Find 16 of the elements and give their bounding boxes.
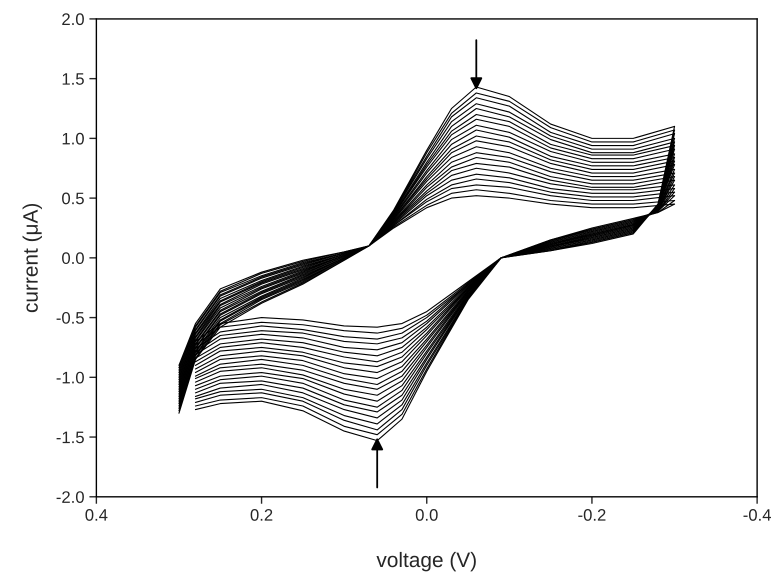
x-axis-title: voltage (V) [376, 552, 476, 572]
y-tick-label: 1.0 [62, 132, 84, 145]
x-tick-label: 0.2 [250, 509, 272, 521]
x-tick-label: 0.0 [416, 509, 438, 521]
y-tick-label: 0.0 [62, 252, 84, 264]
y-tick-label: -0.5 [56, 312, 84, 324]
x-tick-label: -0.4 [744, 509, 771, 521]
y-tick-label: -1.5 [56, 432, 84, 444]
y-tick-label: -2.0 [56, 491, 84, 503]
x-tick-label: -0.2 [578, 509, 606, 521]
y-axis-title: current (μA) [22, 204, 42, 312]
y-tick-label: 1.5 [62, 73, 84, 85]
x-tick-label: 0.4 [85, 509, 108, 521]
y-tick-label: 0.5 [62, 192, 84, 204]
y-tick-label: 2.0 [62, 13, 84, 26]
y-tick-label: -1.0 [56, 372, 84, 384]
